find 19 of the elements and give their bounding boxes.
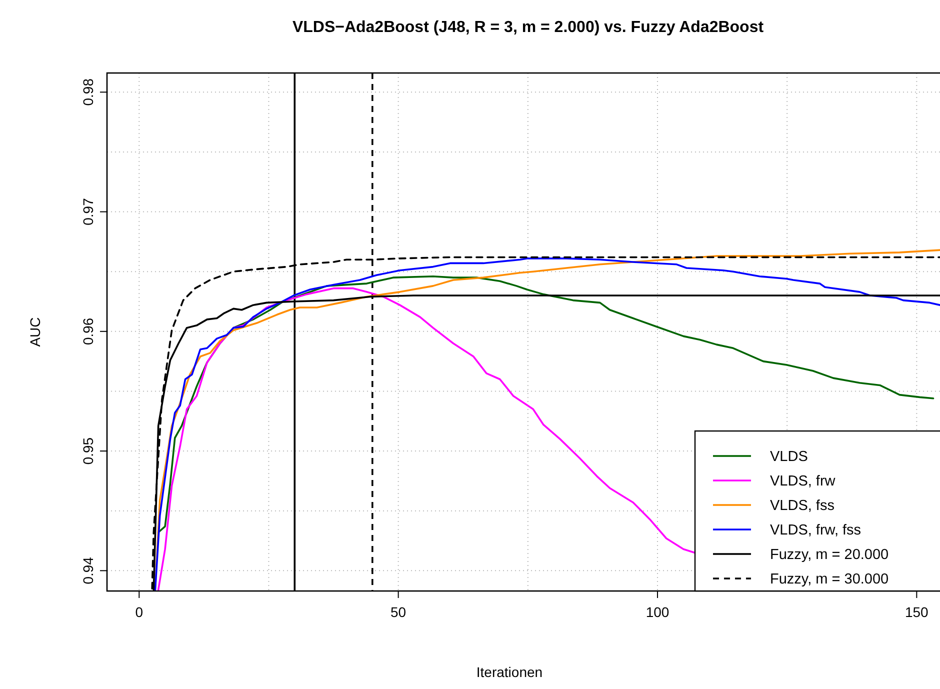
y-tick-label: 0.95 xyxy=(80,437,96,465)
y-tick-label: 0.96 xyxy=(80,318,96,346)
legend-label: Fuzzy, m = 20.000 xyxy=(770,547,889,563)
chart-title: VLDS−Ada2Boost (J48, R = 3, m = 2.000) vs. Fuzzy Ada2Boost xyxy=(292,19,764,36)
x-tick-label: 100 xyxy=(646,604,670,620)
y-tick-label: 0.94 xyxy=(80,556,96,584)
legend-label: VLDS xyxy=(770,449,808,465)
legend-label: VLDS, fss xyxy=(770,498,834,514)
x-tick-label: 0 xyxy=(135,604,144,620)
legend-label: Fuzzy, m = 30.000 xyxy=(770,572,889,588)
legend-label: VLDS, frw, fss xyxy=(770,522,862,538)
x-axis-title: Iterationen xyxy=(476,664,543,680)
x-tick-label: 150 xyxy=(904,604,929,620)
line-series xyxy=(157,287,696,591)
y-tick-label: 0.97 xyxy=(80,198,96,226)
legend-label: VLDS, frw xyxy=(770,474,836,490)
x-tick-label: 50 xyxy=(390,604,406,620)
y-axis-title: AUC xyxy=(27,317,43,347)
y-tick-label: 0.98 xyxy=(80,78,96,106)
